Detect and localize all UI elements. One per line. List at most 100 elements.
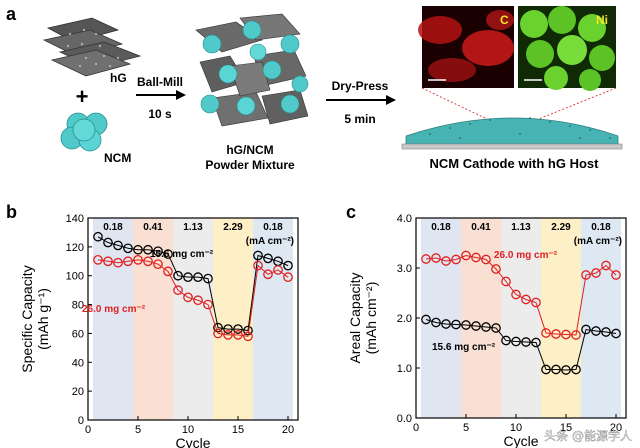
x-tick-label: 5 [135,424,141,436]
rate-band-label: 2.29 [223,222,243,233]
data-point [253,250,263,261]
data-point [471,321,481,331]
data-point [133,244,143,255]
data-point [601,260,611,271]
data-point [441,319,451,329]
data-point [551,364,561,375]
data-point [223,324,233,334]
data-point [263,269,273,280]
series-label: 15.6 mg cm⁻² [150,249,214,260]
y-axis-title: Specific Capacity [19,265,35,372]
data-point [611,270,621,280]
data-point [203,299,213,310]
x-axis-title: Cycle [503,433,538,448]
y-tick-label: 3.0 [397,263,412,275]
rate-band [581,218,621,418]
series-line [425,254,617,336]
hg-sheets-illustration [42,17,142,77]
data-point [153,259,163,270]
ncm-particles-illustration [60,112,108,152]
data-point [591,268,601,278]
data-point [283,272,293,283]
data-point [491,264,501,274]
nickel-map-label: Ni [596,13,608,27]
carbon-map: C [418,6,514,88]
data-point [421,254,431,264]
data-point [233,324,243,334]
rate-band-label: 0.18 [591,222,611,233]
ball-mill-label: Ball-Mill [137,75,183,89]
dry-press-time: 5 min [344,112,375,126]
y-tick-label: 4.0 [397,213,412,225]
cathode-caption: NCM Cathode with hG Host [430,156,600,171]
rate-band-label: 2.29 [551,222,571,233]
data-point [571,364,581,375]
series-label: 15.6 mg cm⁻² [432,342,496,353]
data-point [461,320,471,330]
data-point [143,244,153,255]
data-point [421,314,431,325]
data-point [561,329,571,340]
y-tick-label: 0 [78,415,84,427]
data-point [541,364,551,375]
process-arrow-2 [326,95,396,105]
x-tick-label: 0 [413,422,419,434]
y-axis-unit: (mAh cm⁻²) [363,282,379,355]
data-point [571,330,581,340]
data-point [173,270,183,281]
data-point [451,319,461,330]
y-tick-label: 80 [72,300,84,312]
y-tick-label: 1.0 [397,363,412,375]
data-point [481,322,491,332]
cathode-illustration [401,117,623,150]
data-point [213,322,223,333]
data-point [163,249,173,259]
panel-c-letter: c [346,202,356,222]
x-tick-label: 10 [182,424,194,436]
series-line [425,319,617,371]
rate-band-label: 1.13 [183,222,203,233]
y-tick-label: 120 [66,242,84,254]
data-point [581,324,591,335]
series-line [97,236,289,332]
data-point [511,289,521,300]
data-point [173,285,183,295]
rate-band [461,218,501,418]
x-tick-label: 5 [463,422,469,434]
rate-band [541,218,581,418]
panel-a-letter: a [6,4,17,24]
data-point [153,246,163,257]
data-point [283,260,293,271]
series-label: 26.0 mg cm⁻² [494,250,558,261]
data-point [431,317,441,328]
data-point [193,295,203,306]
data-point [581,270,591,280]
data-point [103,237,113,248]
rate-band [133,218,173,420]
data-point [93,231,103,242]
plot-frame [87,217,299,421]
nickel-map: Ni [518,6,616,91]
data-point [541,328,551,338]
data-point [103,256,113,267]
y-tick-label: 0.0 [397,413,412,425]
series-label: 26.0 mg cm⁻² [82,304,146,315]
data-point [471,252,481,263]
data-point [113,257,123,268]
rate-unit-label: (mA cm⁻²) [246,236,294,247]
process-arrow-1 [136,90,186,100]
data-point [491,323,501,333]
x-tick-label: 10 [510,422,522,434]
data-point [511,336,521,347]
data-point [481,254,491,265]
data-point [133,254,143,265]
y-tick-label: 140 [66,213,84,225]
data-point [163,266,173,277]
rate-band [213,218,253,420]
mixture-label-line2: Powder Mixture [205,158,295,172]
rate-band [253,218,293,420]
mixture-label-line1: hG/NCM [226,143,273,157]
data-point [531,297,541,308]
carbon-map-label: C [500,13,509,27]
